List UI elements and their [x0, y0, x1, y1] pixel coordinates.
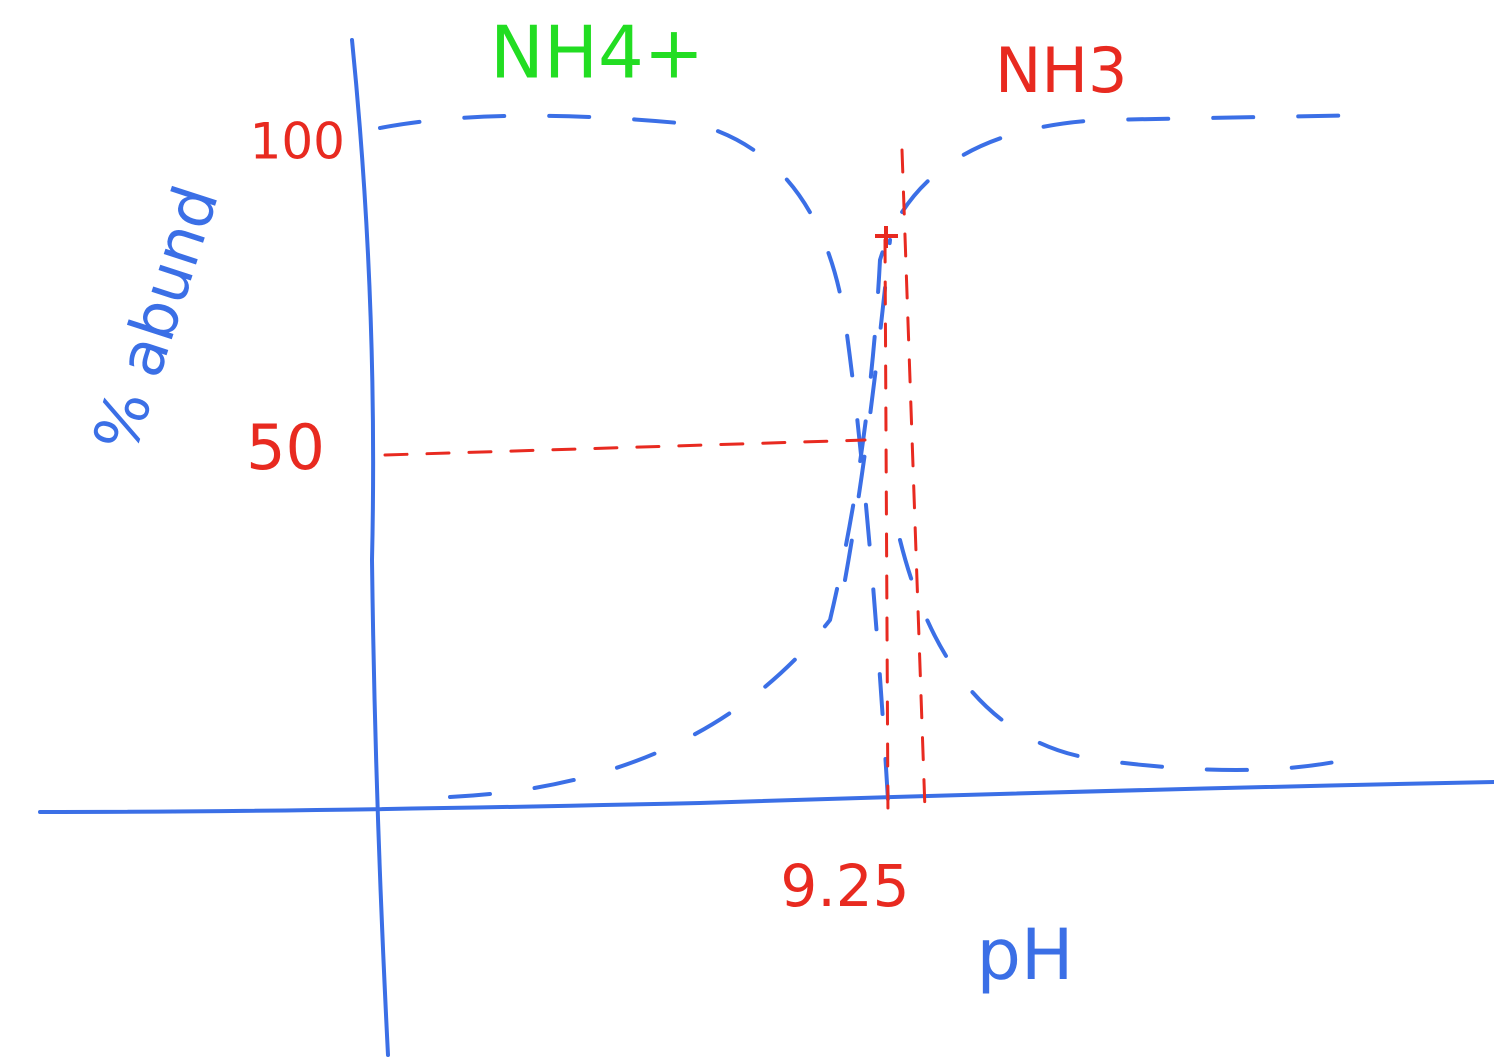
x-mark-label: 9.25 — [780, 852, 909, 920]
y-axis-label: % abund — [79, 177, 233, 460]
diagram: NH4+ NH3 100 50 9.25 pH % abund — [0, 0, 1494, 1062]
y-tick-label: 50 — [246, 411, 325, 484]
species-label: NH3 — [995, 34, 1127, 107]
pka-line — [885, 240, 888, 820]
nh3-curve — [450, 115, 1370, 797]
cross — [875, 226, 898, 248]
y-tick-label: 100 — [250, 113, 345, 171]
half-line — [385, 440, 865, 455]
pka-line — [902, 150, 925, 810]
y-axis — [352, 40, 388, 1055]
nh3-tail — [900, 540, 1345, 770]
x-axis — [40, 782, 1494, 812]
x-axis-label: pH — [976, 914, 1073, 996]
nh4-curve — [380, 116, 890, 800]
species-label: NH4+ — [490, 11, 704, 95]
